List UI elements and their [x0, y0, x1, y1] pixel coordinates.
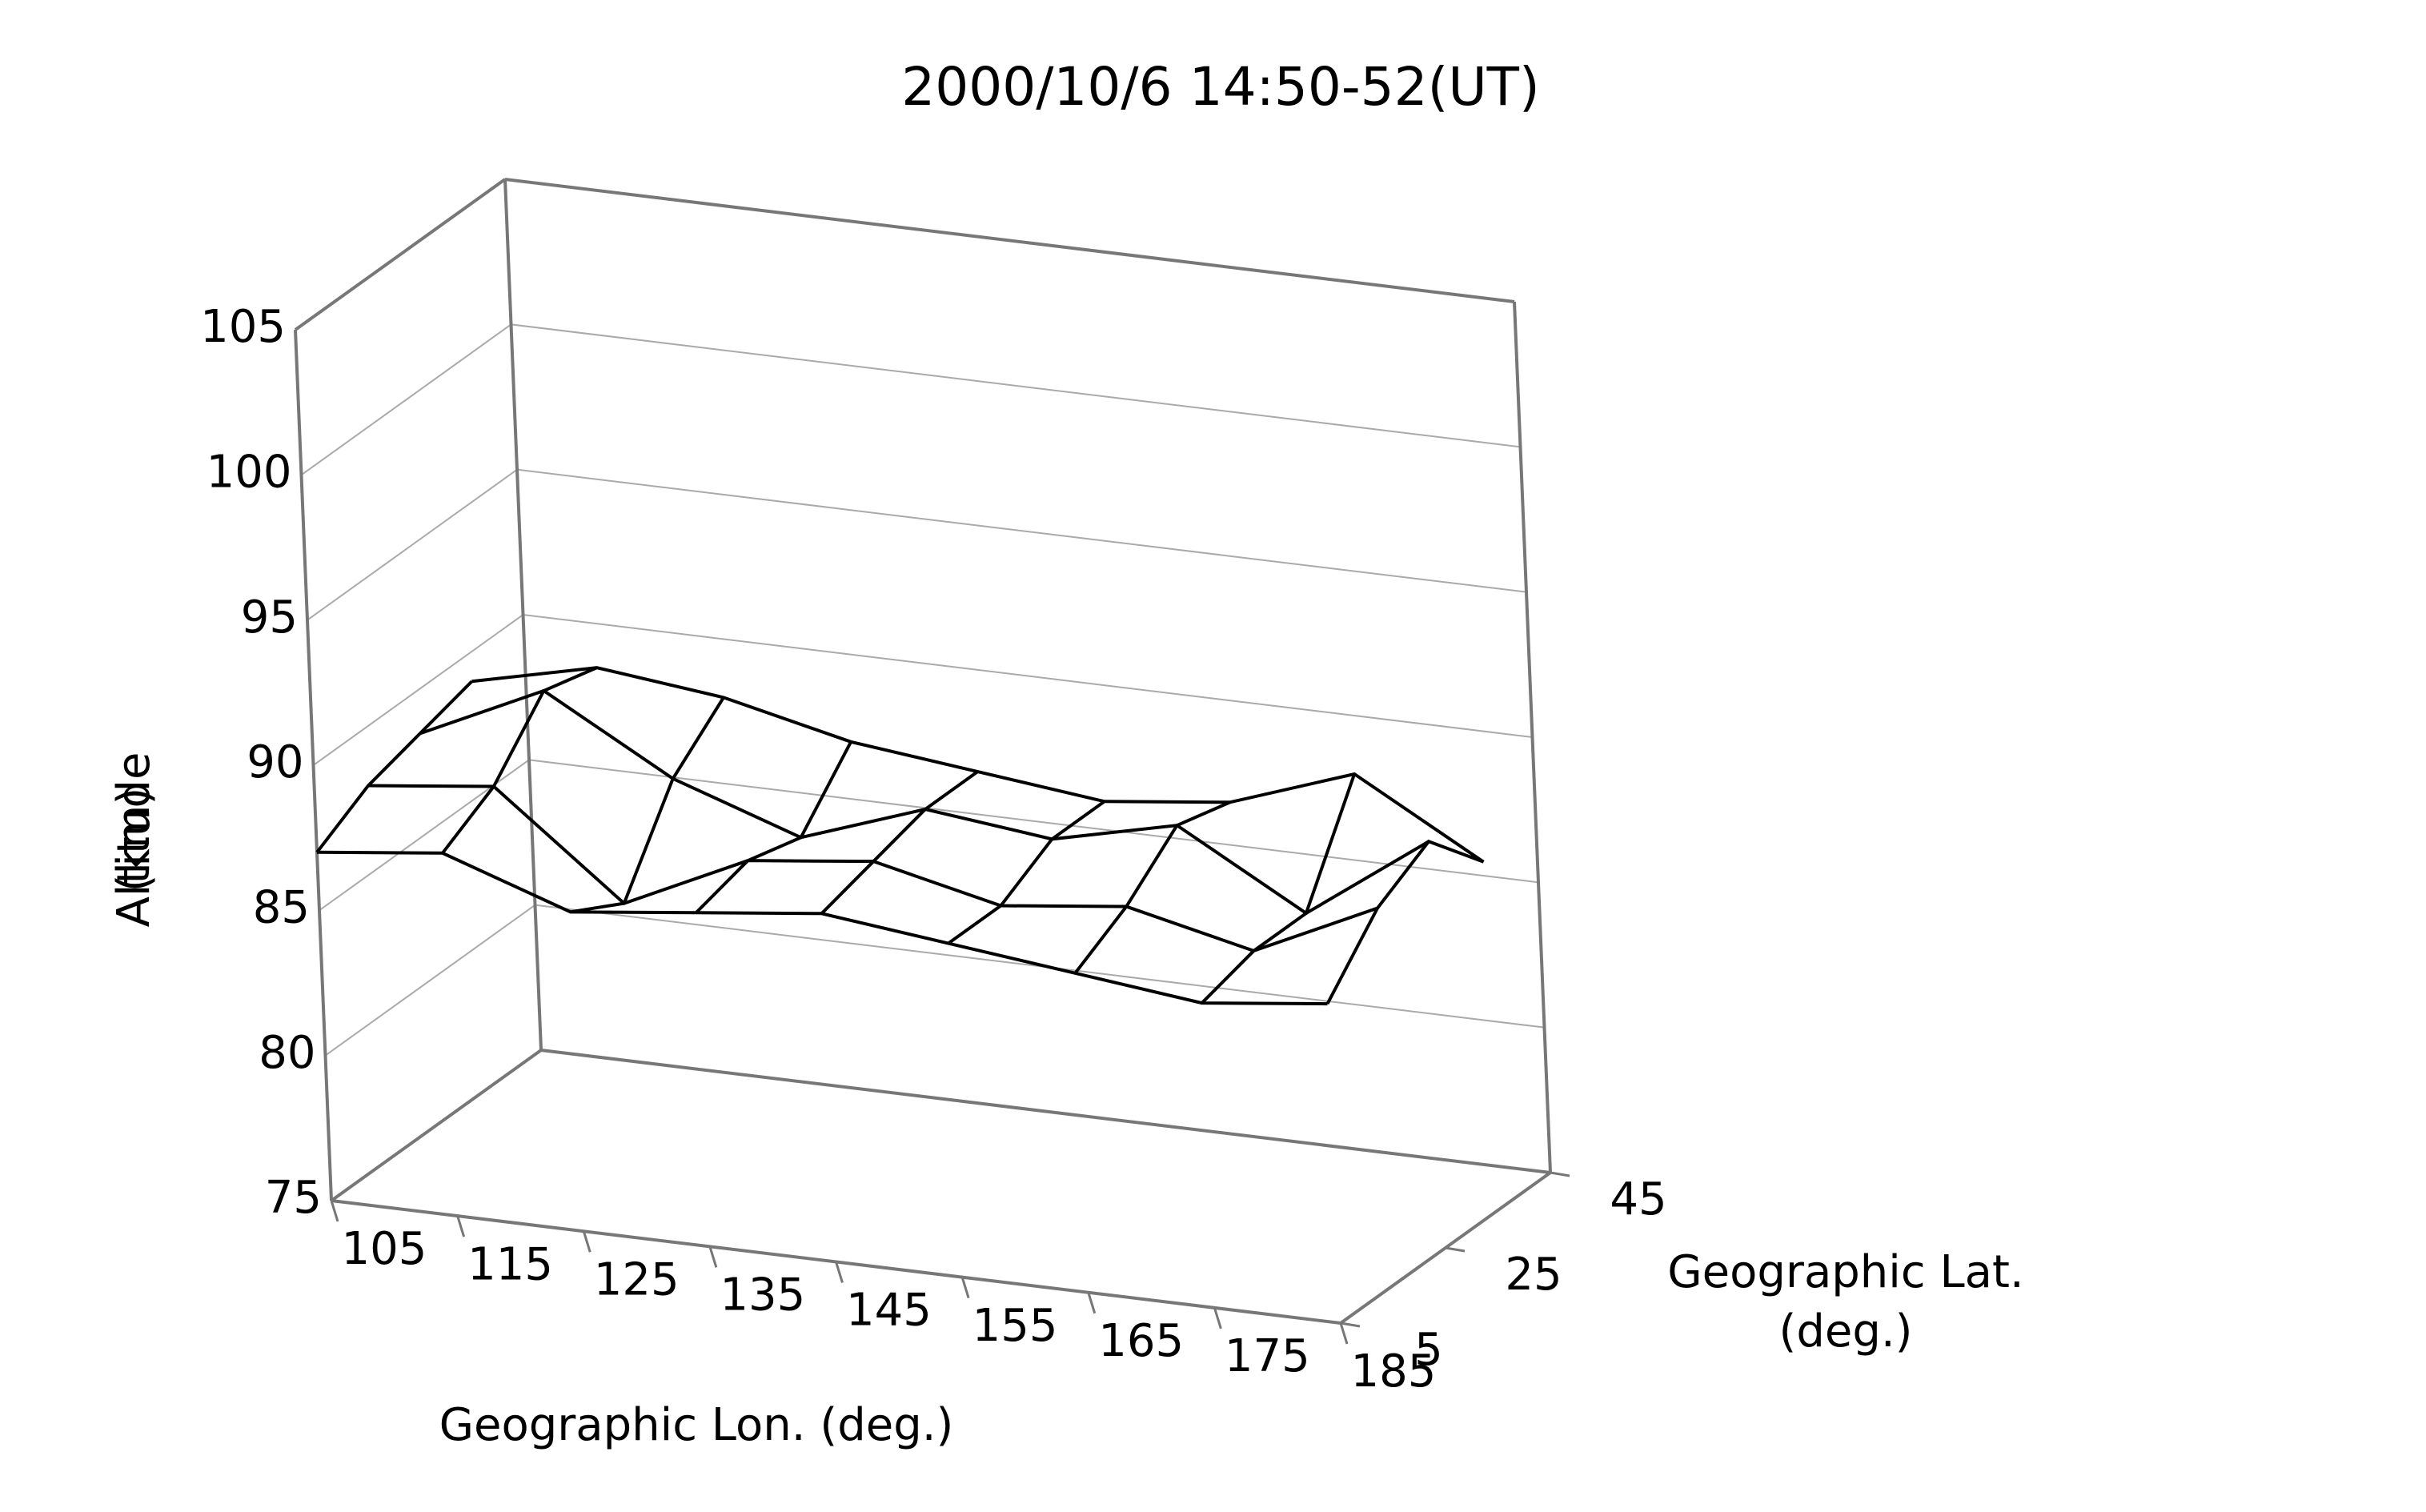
- x-tick: [835, 1261, 844, 1283]
- x-tick-label: 175: [1225, 1330, 1310, 1382]
- x-tick-label: 165: [1098, 1315, 1184, 1367]
- z-tick-label: 95: [241, 592, 298, 644]
- x-tick-label: 105: [342, 1223, 427, 1275]
- wire-column: [441, 666, 598, 855]
- z-tick-label: 90: [247, 736, 303, 788]
- x-tick-label: 185: [1351, 1346, 1437, 1398]
- grid-line: [300, 323, 1521, 476]
- x-tick: [1213, 1307, 1222, 1330]
- z-tick-label: 100: [207, 446, 292, 498]
- axis-frame: [1513, 301, 1552, 1173]
- z-axis-title: (km): [108, 788, 160, 892]
- axis-frame: [294, 178, 507, 331]
- wire-column: [1325, 839, 1485, 1005]
- grid-line: [295, 178, 1515, 331]
- x-tick-label: 115: [467, 1238, 553, 1290]
- wire-row: [316, 850, 1328, 1006]
- wire-column: [1201, 773, 1357, 1005]
- wire-column: [947, 800, 1106, 945]
- z-tick-label: 75: [265, 1172, 322, 1224]
- axis-frame: [330, 1049, 543, 1202]
- chart-title: 2000/10/6 14:50-52(UT): [901, 56, 1540, 118]
- z-tick-label: 80: [259, 1027, 315, 1079]
- axis-frame: [540, 1049, 1551, 1174]
- y-tick: [1340, 1321, 1361, 1328]
- axis-frame: [504, 178, 1515, 303]
- wire-row: [471, 666, 1485, 864]
- y-axis-title: (deg.): [1778, 1305, 1912, 1358]
- x-tick: [330, 1200, 339, 1222]
- x-tick-label: 135: [720, 1269, 805, 1321]
- x-tick: [1339, 1322, 1349, 1345]
- grid-line: [324, 904, 1545, 1057]
- x-tick-label: 155: [972, 1300, 1058, 1352]
- y-tick-label: 5: [1414, 1324, 1443, 1376]
- x-tick: [960, 1277, 970, 1299]
- x-tick: [708, 1245, 718, 1268]
- x-tick: [1087, 1292, 1097, 1314]
- y-tick-label: 25: [1505, 1249, 1562, 1301]
- z-tick-label: 85: [253, 881, 310, 933]
- x-axis-title: Geographic Lon. (deg.): [439, 1399, 954, 1451]
- x-tick: [456, 1215, 466, 1237]
- y-axis-title: Geographic Lat.: [1667, 1246, 2023, 1298]
- y-tick: [1550, 1171, 1570, 1177]
- axis-frame: [294, 329, 333, 1201]
- wire-column: [820, 770, 979, 915]
- wire-column: [695, 740, 852, 914]
- x-tick-label: 145: [846, 1285, 932, 1337]
- y-tick: [1445, 1246, 1466, 1253]
- wire-column: [570, 696, 725, 914]
- wire-column: [315, 680, 473, 854]
- grid-line: [312, 613, 1533, 766]
- axis-frame: [503, 178, 543, 1051]
- x-tick: [582, 1230, 591, 1253]
- grid-line: [307, 468, 1527, 621]
- z-axis-title: Altitude: [108, 752, 160, 928]
- grid-line: [319, 759, 1539, 912]
- grid-line: [331, 1049, 1551, 1201]
- y-tick-label: 45: [1610, 1173, 1666, 1225]
- z-tick-label: 105: [200, 301, 286, 353]
- x-tick-label: 125: [594, 1253, 680, 1305]
- wire-column: [1073, 800, 1231, 975]
